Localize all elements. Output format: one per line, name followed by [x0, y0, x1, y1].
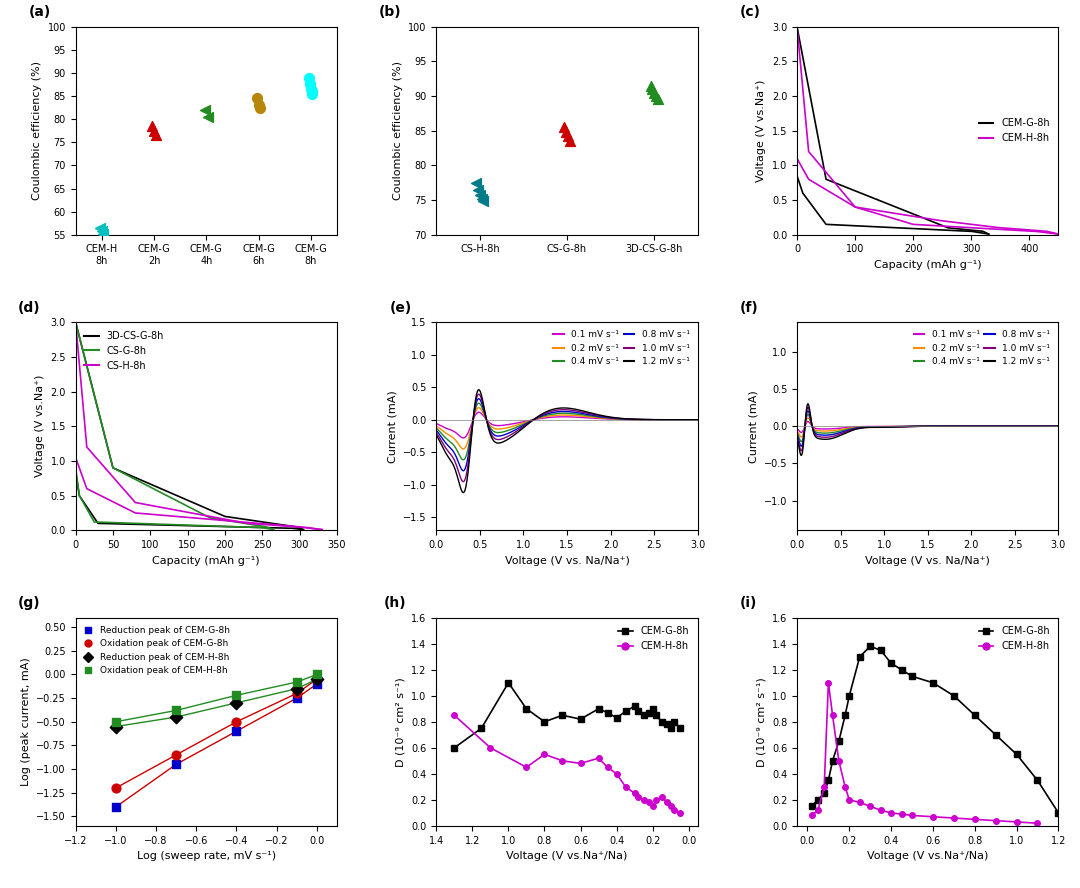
Point — [95, 226, 112, 241]
Y-axis label: Coulombic efficiency (%): Coulombic efficiency (%) — [393, 61, 403, 200]
Point — [107, 719, 124, 733]
Y-axis label: Voltage (V vs.Na⁺): Voltage (V vs.Na⁺) — [756, 80, 766, 182]
Point — [167, 703, 185, 718]
Point — [647, 89, 664, 103]
Point — [288, 675, 306, 689]
Point — [199, 110, 216, 124]
Text: (a): (a) — [28, 5, 51, 20]
Point — [468, 176, 485, 190]
Text: (g): (g) — [18, 597, 41, 610]
Point — [646, 85, 663, 99]
Legend: CEM-G-8h, CEM-H-8h: CEM-G-8h, CEM-H-8h — [975, 622, 1053, 655]
Point — [228, 696, 245, 710]
Point — [644, 82, 661, 96]
Legend: 3D-CS-G-8h, CS-G-8h, CS-H-8h: 3D-CS-G-8h, CS-G-8h, CS-H-8h — [81, 327, 168, 375]
Point — [107, 715, 124, 729]
Point — [146, 123, 163, 138]
Point — [144, 119, 161, 133]
Point — [288, 686, 306, 701]
Y-axis label: Current (mA): Current (mA) — [748, 390, 758, 463]
Point — [303, 87, 321, 101]
Point — [167, 757, 185, 772]
Point — [471, 187, 488, 202]
Point — [557, 125, 575, 139]
Point — [649, 92, 666, 107]
Text: (c): (c) — [740, 5, 760, 20]
Text: (f): (f) — [740, 301, 758, 314]
Point — [302, 82, 320, 96]
Y-axis label: Current (mA): Current (mA) — [388, 390, 397, 463]
Point — [167, 748, 185, 762]
Text: (i): (i) — [740, 597, 757, 610]
Point — [197, 103, 214, 117]
Point — [288, 682, 306, 696]
Y-axis label: Voltage (V vs.Na⁺): Voltage (V vs.Na⁺) — [35, 375, 45, 478]
X-axis label: Voltage (V vs.Na⁺/Na): Voltage (V vs.Na⁺/Na) — [507, 851, 627, 861]
Point — [249, 99, 267, 113]
Text: (h): (h) — [384, 597, 407, 610]
X-axis label: Voltage (V vs. Na/Na⁺): Voltage (V vs. Na/Na⁺) — [865, 556, 990, 566]
Point — [303, 84, 321, 99]
Point — [167, 710, 185, 724]
Point — [470, 183, 487, 197]
Point — [92, 221, 109, 235]
Point — [308, 677, 325, 691]
Point — [555, 120, 572, 134]
Point — [248, 91, 266, 106]
Y-axis label: Log (peak current, mA): Log (peak current, mA) — [21, 657, 30, 786]
Y-axis label: Coulombic efficiency (%): Coulombic efficiency (%) — [32, 61, 42, 200]
Point — [288, 691, 306, 705]
X-axis label: Log (sweep rate, mV s⁻¹): Log (sweep rate, mV s⁻¹) — [137, 851, 275, 861]
Text: (d): (d) — [18, 301, 41, 314]
Point — [147, 128, 164, 142]
X-axis label: Capacity (mAh g⁻¹): Capacity (mAh g⁻¹) — [152, 556, 260, 566]
Point — [308, 668, 325, 682]
Y-axis label: D (10⁻⁹ cm² s⁻¹): D (10⁻⁹ cm² s⁻¹) — [395, 677, 406, 766]
Legend: CEM-G-8h, CEM-H-8h: CEM-G-8h, CEM-H-8h — [615, 622, 693, 655]
X-axis label: Capacity (mAh g⁻¹): Capacity (mAh g⁻¹) — [874, 260, 982, 270]
Point — [252, 100, 269, 115]
Point — [107, 781, 124, 795]
Text: (e): (e) — [389, 301, 411, 314]
Point — [308, 672, 325, 686]
Point — [228, 688, 245, 702]
Legend: Reduction peak of CEM-G-8h, Oxidation peak of CEM-G-8h, Reduction peak of CEM-H-: Reduction peak of CEM-G-8h, Oxidation pe… — [80, 622, 233, 679]
Point — [473, 192, 490, 206]
X-axis label: Voltage (V vs.Na⁺/Na): Voltage (V vs.Na⁺/Na) — [867, 851, 988, 861]
Point — [301, 77, 319, 91]
Text: (b): (b) — [379, 5, 402, 20]
Point — [93, 224, 110, 238]
Point — [300, 70, 318, 84]
Point — [228, 715, 245, 729]
Point — [228, 724, 245, 738]
Point — [642, 78, 659, 92]
Point — [308, 672, 325, 686]
Point — [475, 194, 492, 209]
Y-axis label: D (10⁻⁹ cm² s⁻¹): D (10⁻⁹ cm² s⁻¹) — [756, 677, 767, 766]
Legend: 0.1 mV s⁻¹, 0.2 mV s⁻¹, 0.4 mV s⁻¹, 0.8 mV s⁻¹, 1.0 mV s⁻¹, 1.2 mV s⁻¹: 0.1 mV s⁻¹, 0.2 mV s⁻¹, 0.4 mV s⁻¹, 0.8 … — [910, 327, 1054, 370]
Legend: 0.1 mV s⁻¹, 0.2 mV s⁻¹, 0.4 mV s⁻¹, 0.8 mV s⁻¹, 1.0 mV s⁻¹, 1.2 mV s⁻¹: 0.1 mV s⁻¹, 0.2 mV s⁻¹, 0.4 mV s⁻¹, 0.8 … — [550, 327, 693, 370]
Point — [107, 800, 124, 814]
Point — [562, 134, 579, 148]
Legend: CEM-G-8h, CEM-H-8h: CEM-G-8h, CEM-H-8h — [975, 115, 1053, 147]
X-axis label: Voltage (V vs. Na/Na⁺): Voltage (V vs. Na/Na⁺) — [504, 556, 630, 566]
Point — [559, 129, 577, 143]
